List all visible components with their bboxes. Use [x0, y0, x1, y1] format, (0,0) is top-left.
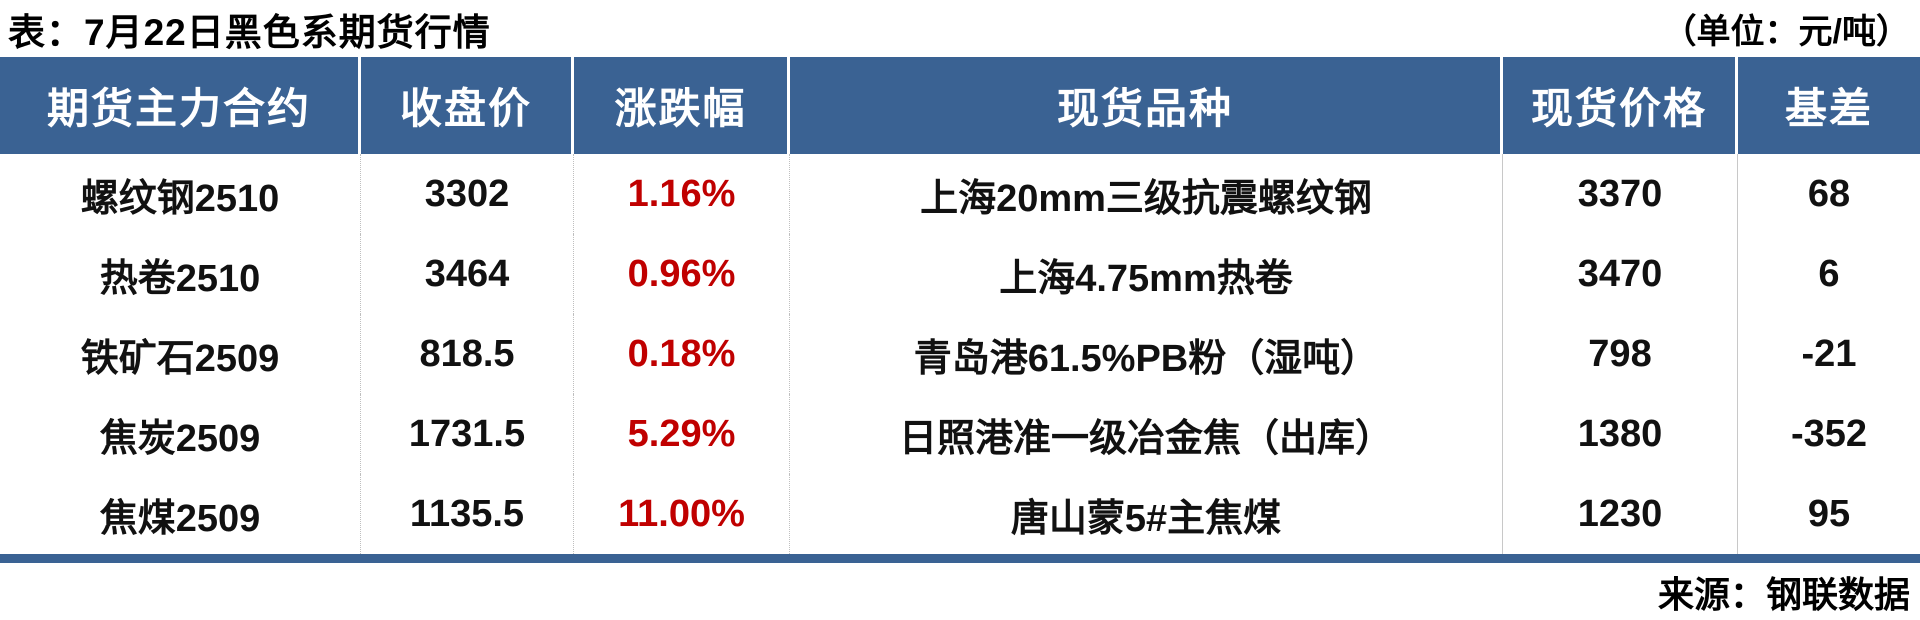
cell-spot-price: 1230: [1503, 474, 1738, 554]
cell-spot: 日照港准一级冶金焦（出库）: [790, 394, 1503, 474]
cell-contract: 热卷2510: [0, 234, 361, 314]
data-source-label: 来源：钢联数据: [1657, 573, 1910, 615]
cell-close: 3464: [361, 234, 574, 314]
cell-spot-price: 3370: [1503, 154, 1738, 234]
footer: 来源：钢联数据: [0, 563, 1920, 620]
cell-close: 818.5: [361, 314, 574, 394]
column-header-basis: 基差: [1738, 57, 1920, 154]
cell-spot-price: 1380: [1503, 394, 1738, 474]
column-header-contract: 期货主力合约: [0, 57, 361, 154]
column-header-close: 收盘价: [361, 57, 574, 154]
cell-change: 1.16%: [574, 154, 790, 234]
cell-contract: 螺纹钢2510: [0, 154, 361, 234]
table-bottom-border: [0, 554, 1920, 563]
cell-close: 1731.5: [361, 394, 574, 474]
cell-spot: 上海20mm三级抗震螺纹钢: [790, 154, 1503, 234]
cell-basis: 68: [1807, 172, 1851, 215]
cell-close: 1135.5: [361, 474, 574, 554]
cell-spot-price: 798: [1503, 314, 1738, 394]
cell-change: 0.96%: [574, 234, 790, 314]
cell-basis: 95: [1807, 492, 1851, 535]
cell-basis: 6: [1818, 252, 1840, 295]
cell-contract: 焦炭2509: [0, 394, 361, 474]
unit-note: （单位：元/吨）: [1662, 13, 1910, 51]
cell-spot-price: 3470: [1503, 234, 1738, 314]
column-header-change: 涨跌幅: [574, 57, 790, 154]
column-header-spot: 现货品种: [790, 57, 1503, 154]
cell-change: 0.18%: [574, 314, 790, 394]
page-title: 表：7月22日黑色系期货行情: [8, 11, 491, 53]
title-bar: 表：7月22日黑色系期货行情 （单位：元/吨）: [0, 0, 1920, 57]
cell-basis: -352: [1790, 412, 1868, 455]
cell-basis: -21: [1801, 332, 1857, 375]
column-header-spot-price: 现货价格: [1503, 57, 1738, 154]
cell-change: 11.00%: [574, 474, 790, 554]
cell-contract: 焦煤2509: [0, 474, 361, 554]
cell-contract: 铁矿石2509: [0, 314, 361, 394]
cell-change: 5.29%: [574, 394, 790, 474]
cell-close: 3302: [361, 154, 574, 234]
cell-spot: 上海4.75mm热卷: [790, 234, 1503, 314]
cell-spot: 青岛港61.5%PB粉（湿吨）: [790, 314, 1503, 394]
futures-table: 期货主力合约 收盘价 涨跌幅 现货品种 现货价格 基差 螺纹钢2510 3302…: [0, 57, 1920, 554]
cell-spot: 唐山蒙5#主焦煤: [790, 474, 1503, 554]
